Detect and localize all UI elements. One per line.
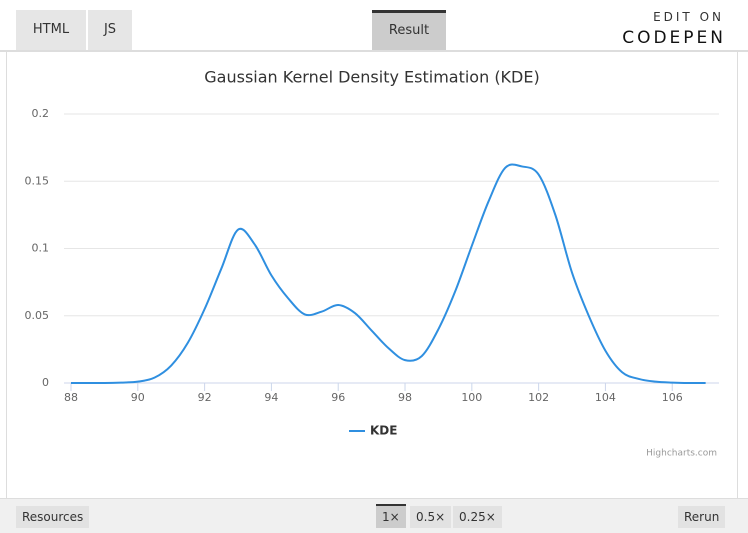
y-tick-label: 0.1 xyxy=(32,242,50,255)
y-tick-label: 0.15 xyxy=(25,174,50,187)
rerun-button[interactable]: Rerun xyxy=(678,506,726,528)
resources-button[interactable]: Resources xyxy=(16,506,90,528)
brand[interactable]: CODEPEN xyxy=(622,28,726,48)
x-tick-label: 98 xyxy=(398,391,412,404)
y-tick-label: 0.05 xyxy=(25,309,50,322)
x-tick-label: 106 xyxy=(662,391,683,404)
chart-title: Gaussian Kernel Density Estimation (KDE) xyxy=(204,68,539,87)
x-tick-label: 88 xyxy=(64,391,78,404)
tab[interactable]: Result xyxy=(372,10,446,50)
header: HTML JS Result EDIT ON CODEPEN xyxy=(0,0,748,52)
x-tick-label: 90 xyxy=(131,391,145,404)
x-tick-label: 94 xyxy=(264,391,278,404)
tab[interactable]: JS xyxy=(88,10,132,50)
x-tick-label: 96 xyxy=(331,391,345,404)
y-tick-label: 0 xyxy=(42,376,49,389)
zoom-button[interactable]: 0.25× xyxy=(453,506,502,528)
x-tick-label: 104 xyxy=(595,391,616,404)
y-tick-label: 0.2 xyxy=(32,107,50,120)
legend-label: KDE xyxy=(370,424,397,438)
footer: Resources 1× 0.5× 0.25× Rerun xyxy=(0,498,748,533)
x-tick-label: 92 xyxy=(198,391,212,404)
kde-line xyxy=(70,163,706,385)
zoom-button[interactable]: 1× xyxy=(376,504,406,528)
x-tick-label: 102 xyxy=(528,391,549,404)
x-tick-label: 100 xyxy=(461,391,482,404)
zoom-button[interactable]: 0.5× xyxy=(410,506,452,528)
edit-on[interactable]: EDIT ON xyxy=(653,10,724,24)
tab[interactable]: HTML xyxy=(16,10,86,50)
credits: Highcharts.com xyxy=(646,449,717,459)
